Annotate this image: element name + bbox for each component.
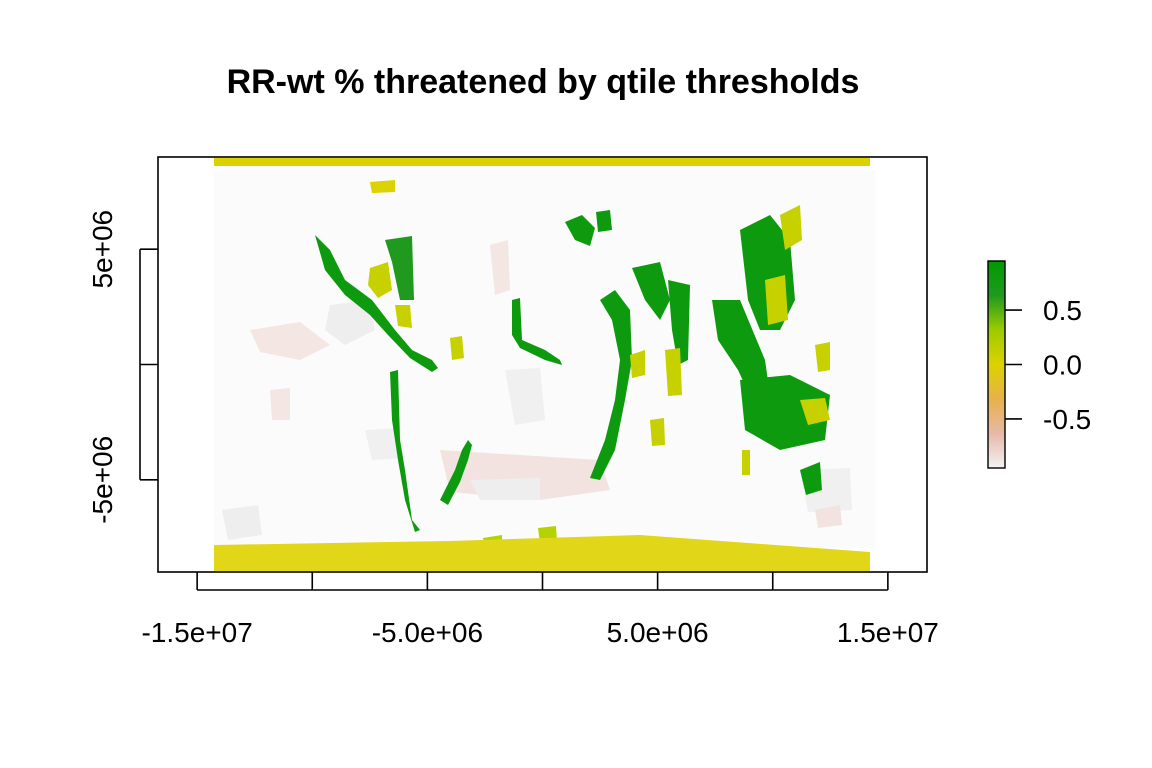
south-america-west-coast [390,370,420,532]
caribbean-patch [395,305,412,328]
arctic-patch [370,180,395,193]
chart-title: RR-wt % threatened by qtile thresholds [227,63,860,101]
east-china-sea-patch [765,275,788,325]
ocean-negative-patch [270,388,290,420]
ocean-negative-patch [250,322,330,360]
africa-west-coast [512,298,562,365]
east-coast-patch [385,236,414,300]
ocean-low-patch [325,300,375,345]
raster-layer [214,158,875,571]
baltic-patch [596,210,612,232]
y-axis: 5e+06 -5e+06 [87,210,158,524]
pacific-patch [815,342,830,372]
bay-of-bengal-coast [712,300,770,400]
x-tick-label: 1.5e+07 [837,617,939,648]
indian-ocean-patch [650,418,665,446]
x-tick-label: -5.0e+06 [372,617,483,648]
east-australia-coast [800,462,822,495]
y-tick-label: 5e+06 [87,210,118,289]
ocean-negative-patch [815,505,842,528]
gulf-patch [368,262,392,298]
ocean-low-patch [470,478,540,500]
legend-tick-label: 0.5 [1043,295,1082,326]
x-axis: -1.5e+07 -5.0e+06 5.0e+06 1.5e+07 [141,572,939,648]
color-legend: 0.5 0.0 -0.5 [987,260,1091,469]
africa-east-coast [590,290,632,480]
indonesia-australia-coast [740,375,830,450]
western-australia-patch [742,450,750,475]
south-america-east-coast [440,440,472,505]
ocean-low-patch [222,505,262,540]
antarctic-band [214,535,870,571]
y-tick-label: -5e+06 [87,436,118,524]
madagascar-patch [630,350,645,378]
coral-sea-patch [800,398,830,425]
arabian-coast [668,280,690,365]
arabian-sea-patch [665,348,682,396]
north-america-coast [315,235,438,372]
arctic-band [214,158,870,166]
legend-ticks: 0.5 0.0 -0.5 [1005,295,1091,435]
x-tick-label: -1.5e+07 [141,617,252,648]
japan-patch [780,205,802,250]
ocean-low-patch [505,368,545,425]
caribbean-patch [450,336,464,360]
legend-tick-label: 0.0 [1043,350,1082,381]
red-sea-patch [632,262,670,320]
europe-coast [565,215,595,246]
ocean-negative-patch [490,240,510,295]
x-tick-label: 5.0e+06 [607,617,709,648]
legend-colorbar [987,260,1006,469]
legend-tick-label: -0.5 [1043,404,1091,435]
plot-area [157,156,928,573]
